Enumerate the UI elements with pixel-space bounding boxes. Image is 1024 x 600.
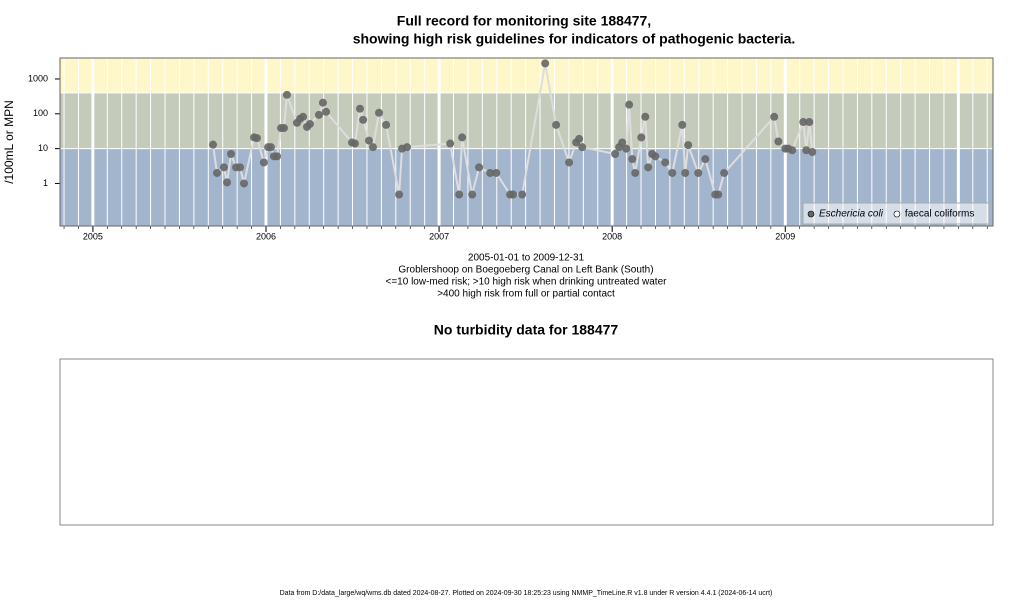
point (681, 168, 690, 177)
point (644, 163, 653, 172)
x-tick-label: 2009 (775, 231, 795, 241)
legend-label: faecal coliforms (905, 209, 974, 220)
note: >400 high risk from full or partial cont… (437, 289, 615, 300)
point (236, 163, 245, 172)
point (799, 118, 808, 127)
x-tick-label: 2007 (429, 231, 449, 241)
point (651, 152, 660, 161)
point (350, 139, 359, 148)
point (518, 190, 527, 199)
point (774, 137, 783, 146)
point (578, 143, 587, 152)
note: <=10 low-med risk; >10 high risk when dr… (386, 277, 668, 288)
point (259, 158, 268, 167)
point (359, 115, 368, 124)
plot-frame (59, 57, 994, 227)
point (364, 136, 373, 145)
point (720, 168, 729, 177)
empty-panel (59, 358, 994, 526)
point (631, 168, 640, 177)
point (637, 133, 646, 142)
y-tick-label: 1000 (28, 73, 48, 83)
point (668, 168, 677, 177)
point (611, 150, 620, 159)
legend-marker (893, 210, 901, 218)
point (575, 134, 584, 143)
point (252, 134, 261, 143)
legend-label: Eschericia coli (819, 209, 884, 220)
point (403, 143, 412, 152)
point (213, 168, 222, 177)
point (219, 163, 228, 172)
point (322, 107, 331, 116)
footer: Data from D:/data_large/wq/wms.db dated … (280, 590, 773, 597)
x-tick-label: 2008 (602, 231, 622, 241)
note: Groblershoop on Boegoeberg Canal on Left… (398, 265, 653, 276)
point (299, 112, 308, 121)
point (240, 179, 249, 188)
point (314, 110, 323, 119)
y-axis-label: /100mL or MPN (2, 100, 16, 184)
point (486, 168, 495, 177)
y-tick-label: 10 (38, 143, 48, 153)
point (628, 155, 637, 164)
point (446, 139, 455, 148)
point (684, 141, 693, 150)
point (641, 112, 650, 121)
point (678, 120, 687, 129)
point (395, 190, 404, 199)
point (458, 133, 467, 142)
x-tick-label: 2005 (83, 231, 103, 241)
point (802, 146, 811, 155)
point (227, 150, 236, 159)
point (273, 152, 282, 161)
point (455, 190, 464, 199)
x-tick-label: 2006 (256, 231, 276, 241)
point (805, 118, 814, 127)
point (375, 108, 384, 117)
y-tick-label: 100 (33, 108, 48, 118)
chart-subtitle: showing high risk guidelines for indicat… (353, 31, 796, 47)
note: 2005-01-01 to 2009-12-31 (468, 253, 585, 264)
point (618, 138, 627, 147)
point (661, 158, 670, 167)
y-tick-label: 1 (43, 178, 48, 188)
point (694, 168, 703, 177)
point (355, 104, 364, 113)
point (279, 124, 288, 133)
point (305, 119, 314, 128)
point (468, 190, 477, 199)
point (475, 163, 484, 172)
risk-band (60, 58, 993, 93)
point (209, 140, 218, 149)
point (541, 59, 550, 68)
chart-title: Full record for monitoring site 188477, (397, 13, 651, 29)
point (509, 190, 518, 199)
legend-marker (807, 210, 815, 218)
point (382, 120, 391, 129)
point (714, 190, 723, 199)
point (625, 100, 634, 109)
point (282, 90, 291, 99)
point (368, 143, 377, 152)
point (701, 155, 710, 164)
panel-title: No turbidity data for 188477 (434, 322, 619, 338)
point (318, 98, 327, 107)
point (770, 112, 779, 121)
point (565, 158, 574, 167)
point (223, 178, 232, 187)
point (492, 168, 501, 177)
point (788, 146, 797, 155)
point (808, 147, 817, 156)
point (552, 120, 561, 129)
risk-band (60, 92, 993, 149)
point (267, 143, 276, 152)
point (622, 144, 631, 153)
